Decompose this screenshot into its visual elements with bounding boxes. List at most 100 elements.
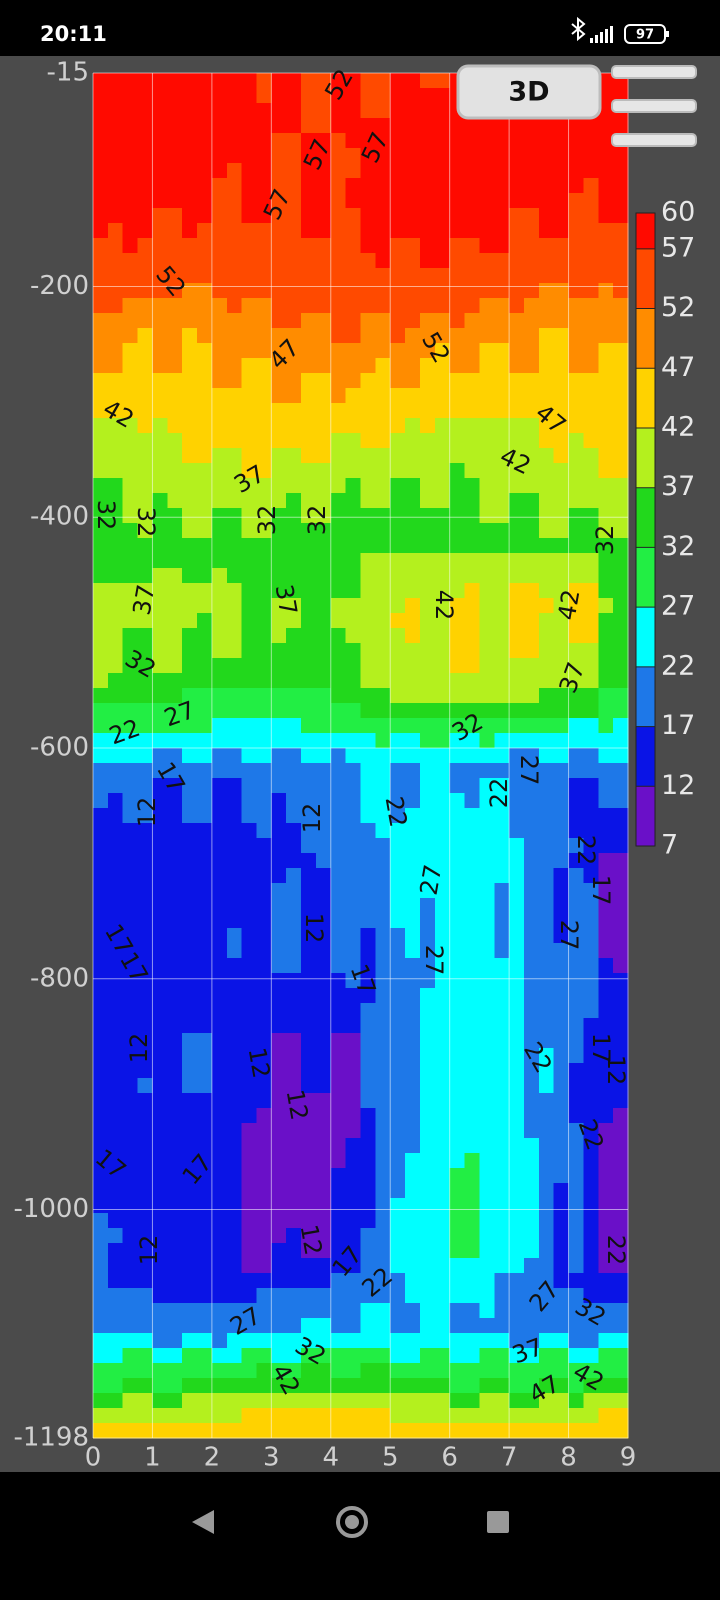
contour-label: 12: [300, 913, 328, 944]
contour-cell: [494, 358, 510, 374]
contour-cell: [330, 1123, 347, 1139]
contour-cell: [137, 1408, 154, 1424]
contour-cell: [375, 283, 391, 299]
contour-cell: [375, 823, 391, 839]
contour-cell: [137, 613, 154, 629]
contour-cell: [122, 523, 139, 539]
contour-cell: [197, 733, 213, 749]
contour-cell: [241, 103, 258, 119]
contour-cell: [538, 1213, 555, 1229]
contour-cell: [93, 463, 109, 479]
contour-cell: [271, 1198, 287, 1214]
3d-button-label[interactable]: 3D: [508, 77, 549, 108]
contour-cell: [241, 808, 258, 824]
3d-button[interactable]: [456, 64, 602, 120]
contour-cell: [152, 253, 168, 269]
contour-cell: [419, 598, 436, 614]
contour-cell: [509, 808, 525, 824]
contour-cell: [330, 103, 347, 119]
contour-cell: [405, 238, 421, 254]
contour-cell: [360, 1318, 376, 1334]
contour-cell: [152, 1003, 168, 1019]
contour-cell: [568, 628, 585, 644]
contour-cell: [122, 718, 139, 734]
contour-cell: [107, 1348, 124, 1364]
contour-cell: [330, 1168, 347, 1184]
contour-cell: [301, 373, 317, 389]
contour-cell: [464, 853, 480, 869]
contour-cell: [315, 988, 332, 1004]
contour-cell: [568, 1423, 585, 1439]
contour-cell: [167, 838, 183, 854]
contour-cell: [107, 1093, 124, 1109]
contour-cell: [360, 988, 376, 1004]
contour-cell: [449, 1318, 466, 1334]
contour-cell: [598, 628, 614, 644]
menu-button[interactable]: [611, 65, 697, 147]
contour-cell: [182, 523, 198, 539]
contour-cell: [568, 328, 585, 344]
contour-cell: [315, 433, 332, 449]
contour-cell: [271, 793, 287, 809]
contour-cell: [553, 973, 570, 989]
contour-cell: [434, 193, 451, 209]
nav-back[interactable]: [192, 1510, 214, 1534]
contour-cell: [167, 1048, 183, 1064]
nav-recents[interactable]: [487, 1511, 509, 1533]
contour-cell: [360, 88, 376, 104]
contour-cell: [256, 1093, 272, 1109]
contour-cell: [301, 313, 317, 329]
contour-cell: [197, 703, 213, 719]
contour-cell: [226, 1168, 243, 1184]
contour-cell: [479, 1423, 495, 1439]
contour-cell: [449, 148, 466, 164]
contour-cell: [152, 328, 168, 344]
contour-cell: [434, 718, 451, 734]
contour-cell: [390, 328, 406, 344]
contour-cell: [360, 253, 376, 269]
contour-cell: [538, 973, 555, 989]
nav-home[interactable]: [336, 1506, 368, 1538]
contour-cell: [553, 808, 570, 824]
contour-cell: [107, 988, 124, 1004]
contour-cell: [241, 868, 258, 884]
contour-cell: [434, 943, 451, 959]
contour-cell: [241, 538, 258, 554]
contour-cell: [538, 1318, 555, 1334]
contour-cell: [330, 268, 347, 284]
contour-cell: [553, 1078, 570, 1094]
contour-cell: [345, 253, 362, 269]
contour-cell: [613, 1258, 629, 1274]
contour-cell: [182, 1003, 198, 1019]
contour-cell: [405, 913, 421, 929]
contour-cell: [345, 1003, 362, 1019]
contour-cell: [301, 1123, 317, 1139]
contour-cell: [568, 553, 585, 569]
contour-cell: [197, 418, 213, 434]
contour-cell: [479, 1063, 495, 1079]
contour-cell: [360, 148, 376, 164]
contour-cell: [197, 1213, 213, 1229]
contour-cell: [345, 493, 362, 509]
contour-cell: [390, 178, 406, 194]
contour-cell: [494, 613, 510, 629]
contour-cell: [405, 958, 421, 974]
contour-cell: [241, 1378, 258, 1394]
contour-cell: [241, 118, 258, 134]
contour-cell: [613, 583, 629, 599]
contour-cell: [152, 1153, 168, 1169]
contour-cell: [211, 238, 228, 254]
contour-cell: [538, 748, 555, 764]
contour-cell: [211, 508, 228, 524]
contour-cell: [405, 853, 421, 869]
contour-cell: [182, 838, 198, 854]
contour-cell: [256, 373, 272, 389]
contour-cell: [271, 133, 287, 149]
contour-cell: [345, 658, 362, 674]
contour-cell: [553, 628, 570, 644]
contour-cell: [107, 823, 124, 839]
contour-cell: [256, 613, 272, 629]
contour-cell: [301, 1033, 317, 1049]
contour-cell: [449, 1273, 466, 1289]
contour-cell: [375, 1258, 391, 1274]
